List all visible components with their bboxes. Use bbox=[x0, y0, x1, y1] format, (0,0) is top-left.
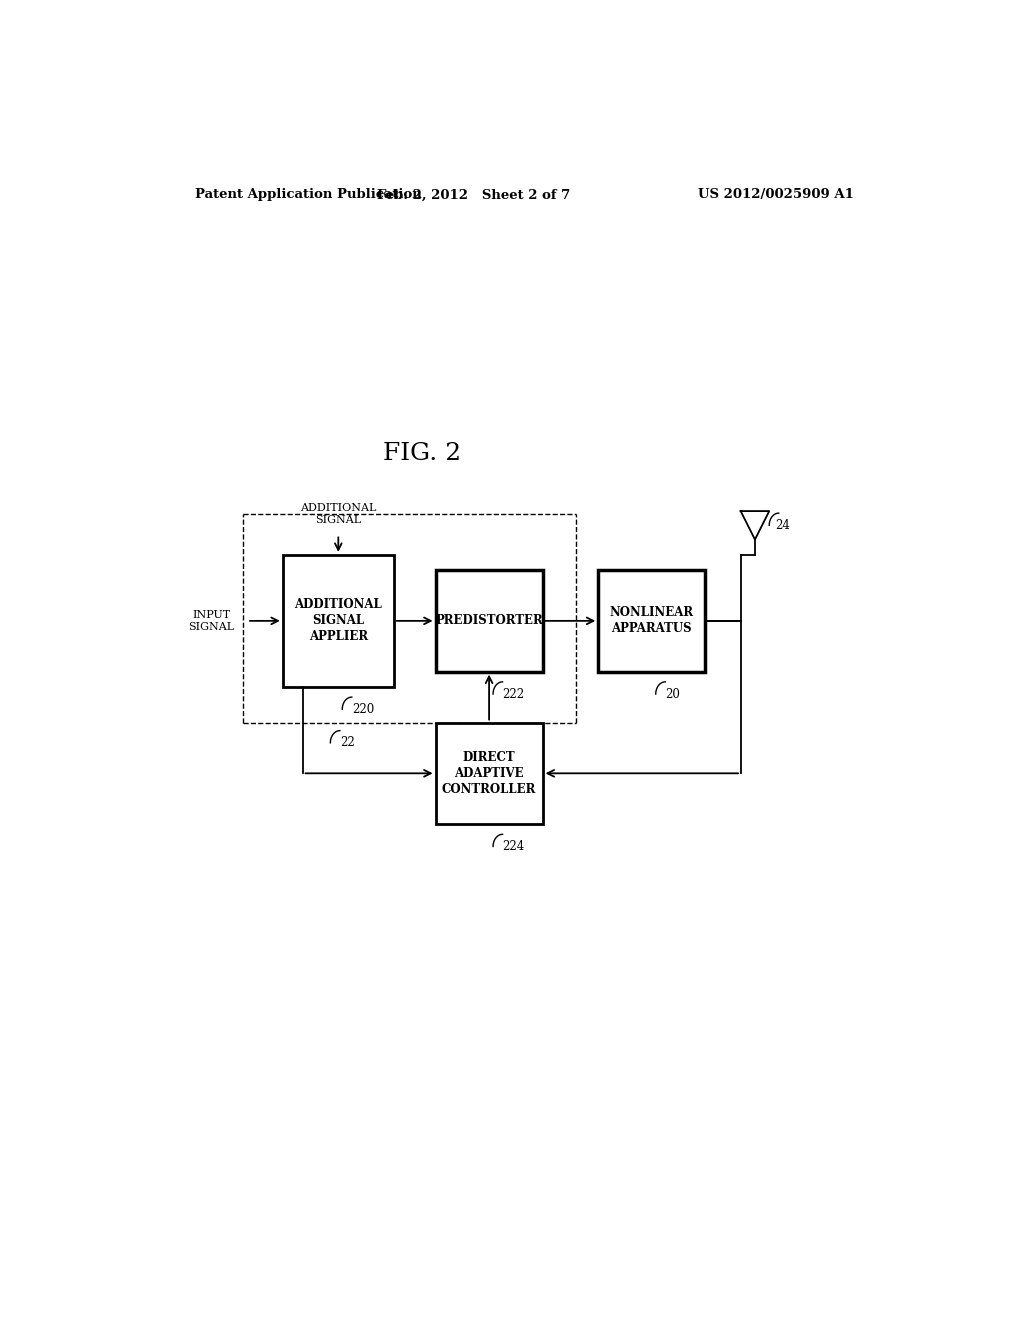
Text: Patent Application Publication: Patent Application Publication bbox=[196, 189, 422, 202]
Text: ADDITIONAL
SIGNAL: ADDITIONAL SIGNAL bbox=[300, 503, 377, 525]
Text: DIRECT
ADAPTIVE
CONTROLLER: DIRECT ADAPTIVE CONTROLLER bbox=[442, 751, 537, 796]
Bar bbox=[283, 554, 394, 686]
Text: 224: 224 bbox=[503, 840, 525, 853]
Text: 22: 22 bbox=[340, 737, 354, 750]
Text: US 2012/0025909 A1: US 2012/0025909 A1 bbox=[698, 189, 854, 202]
Text: 220: 220 bbox=[352, 702, 374, 715]
Text: Feb. 2, 2012   Sheet 2 of 7: Feb. 2, 2012 Sheet 2 of 7 bbox=[377, 189, 569, 202]
Text: NONLINEAR
APPARATUS: NONLINEAR APPARATUS bbox=[609, 606, 694, 635]
Text: INPUT
SIGNAL: INPUT SIGNAL bbox=[188, 610, 234, 632]
Text: FIG. 2: FIG. 2 bbox=[383, 442, 461, 465]
Bar bbox=[435, 570, 543, 672]
Bar bbox=[598, 570, 706, 672]
Text: 20: 20 bbox=[666, 688, 680, 701]
Text: PREDISTORTER: PREDISTORTER bbox=[435, 614, 543, 627]
Text: ADDITIONAL
SIGNAL
APPLIER: ADDITIONAL SIGNAL APPLIER bbox=[295, 598, 382, 643]
Text: 24: 24 bbox=[775, 519, 791, 532]
Text: 222: 222 bbox=[503, 688, 524, 701]
Bar bbox=[435, 722, 543, 824]
